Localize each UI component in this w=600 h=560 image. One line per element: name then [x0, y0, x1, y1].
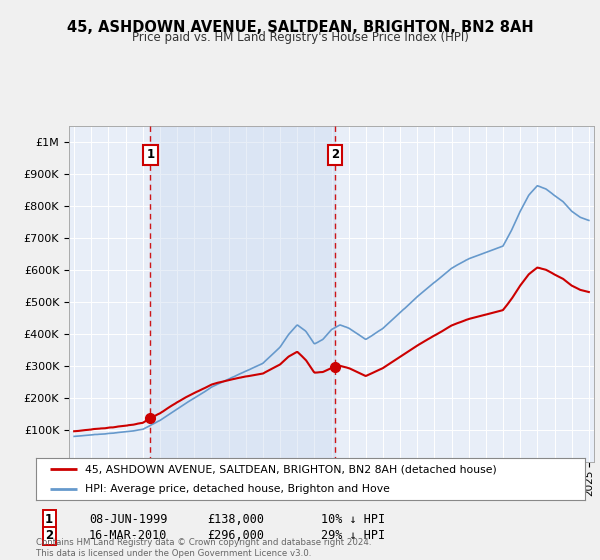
Text: Price paid vs. HM Land Registry's House Price Index (HPI): Price paid vs. HM Land Registry's House …	[131, 31, 469, 44]
Text: 1: 1	[45, 512, 53, 526]
Text: 2: 2	[45, 529, 53, 543]
Text: 45, ASHDOWN AVENUE, SALTDEAN, BRIGHTON, BN2 8AH: 45, ASHDOWN AVENUE, SALTDEAN, BRIGHTON, …	[67, 20, 533, 35]
Text: 29% ↓ HPI: 29% ↓ HPI	[321, 529, 385, 543]
Bar	[151, 126, 335, 462]
Text: £138,000: £138,000	[207, 512, 264, 526]
Text: £296,000: £296,000	[207, 529, 264, 543]
Text: 45, ASHDOWN AVENUE, SALTDEAN, BRIGHTON, BN2 8AH (detached house): 45, ASHDOWN AVENUE, SALTDEAN, BRIGHTON, …	[85, 464, 497, 474]
Text: HPI: Average price, detached house, Brighton and Hove: HPI: Average price, detached house, Brig…	[85, 484, 390, 494]
Text: 2: 2	[331, 148, 339, 161]
Text: Contains HM Land Registry data © Crown copyright and database right 2024.
This d: Contains HM Land Registry data © Crown c…	[36, 538, 371, 558]
Text: 1: 1	[146, 148, 154, 161]
Text: 08-JUN-1999: 08-JUN-1999	[89, 512, 167, 526]
Text: 10% ↓ HPI: 10% ↓ HPI	[321, 512, 385, 526]
Text: 16-MAR-2010: 16-MAR-2010	[89, 529, 167, 543]
